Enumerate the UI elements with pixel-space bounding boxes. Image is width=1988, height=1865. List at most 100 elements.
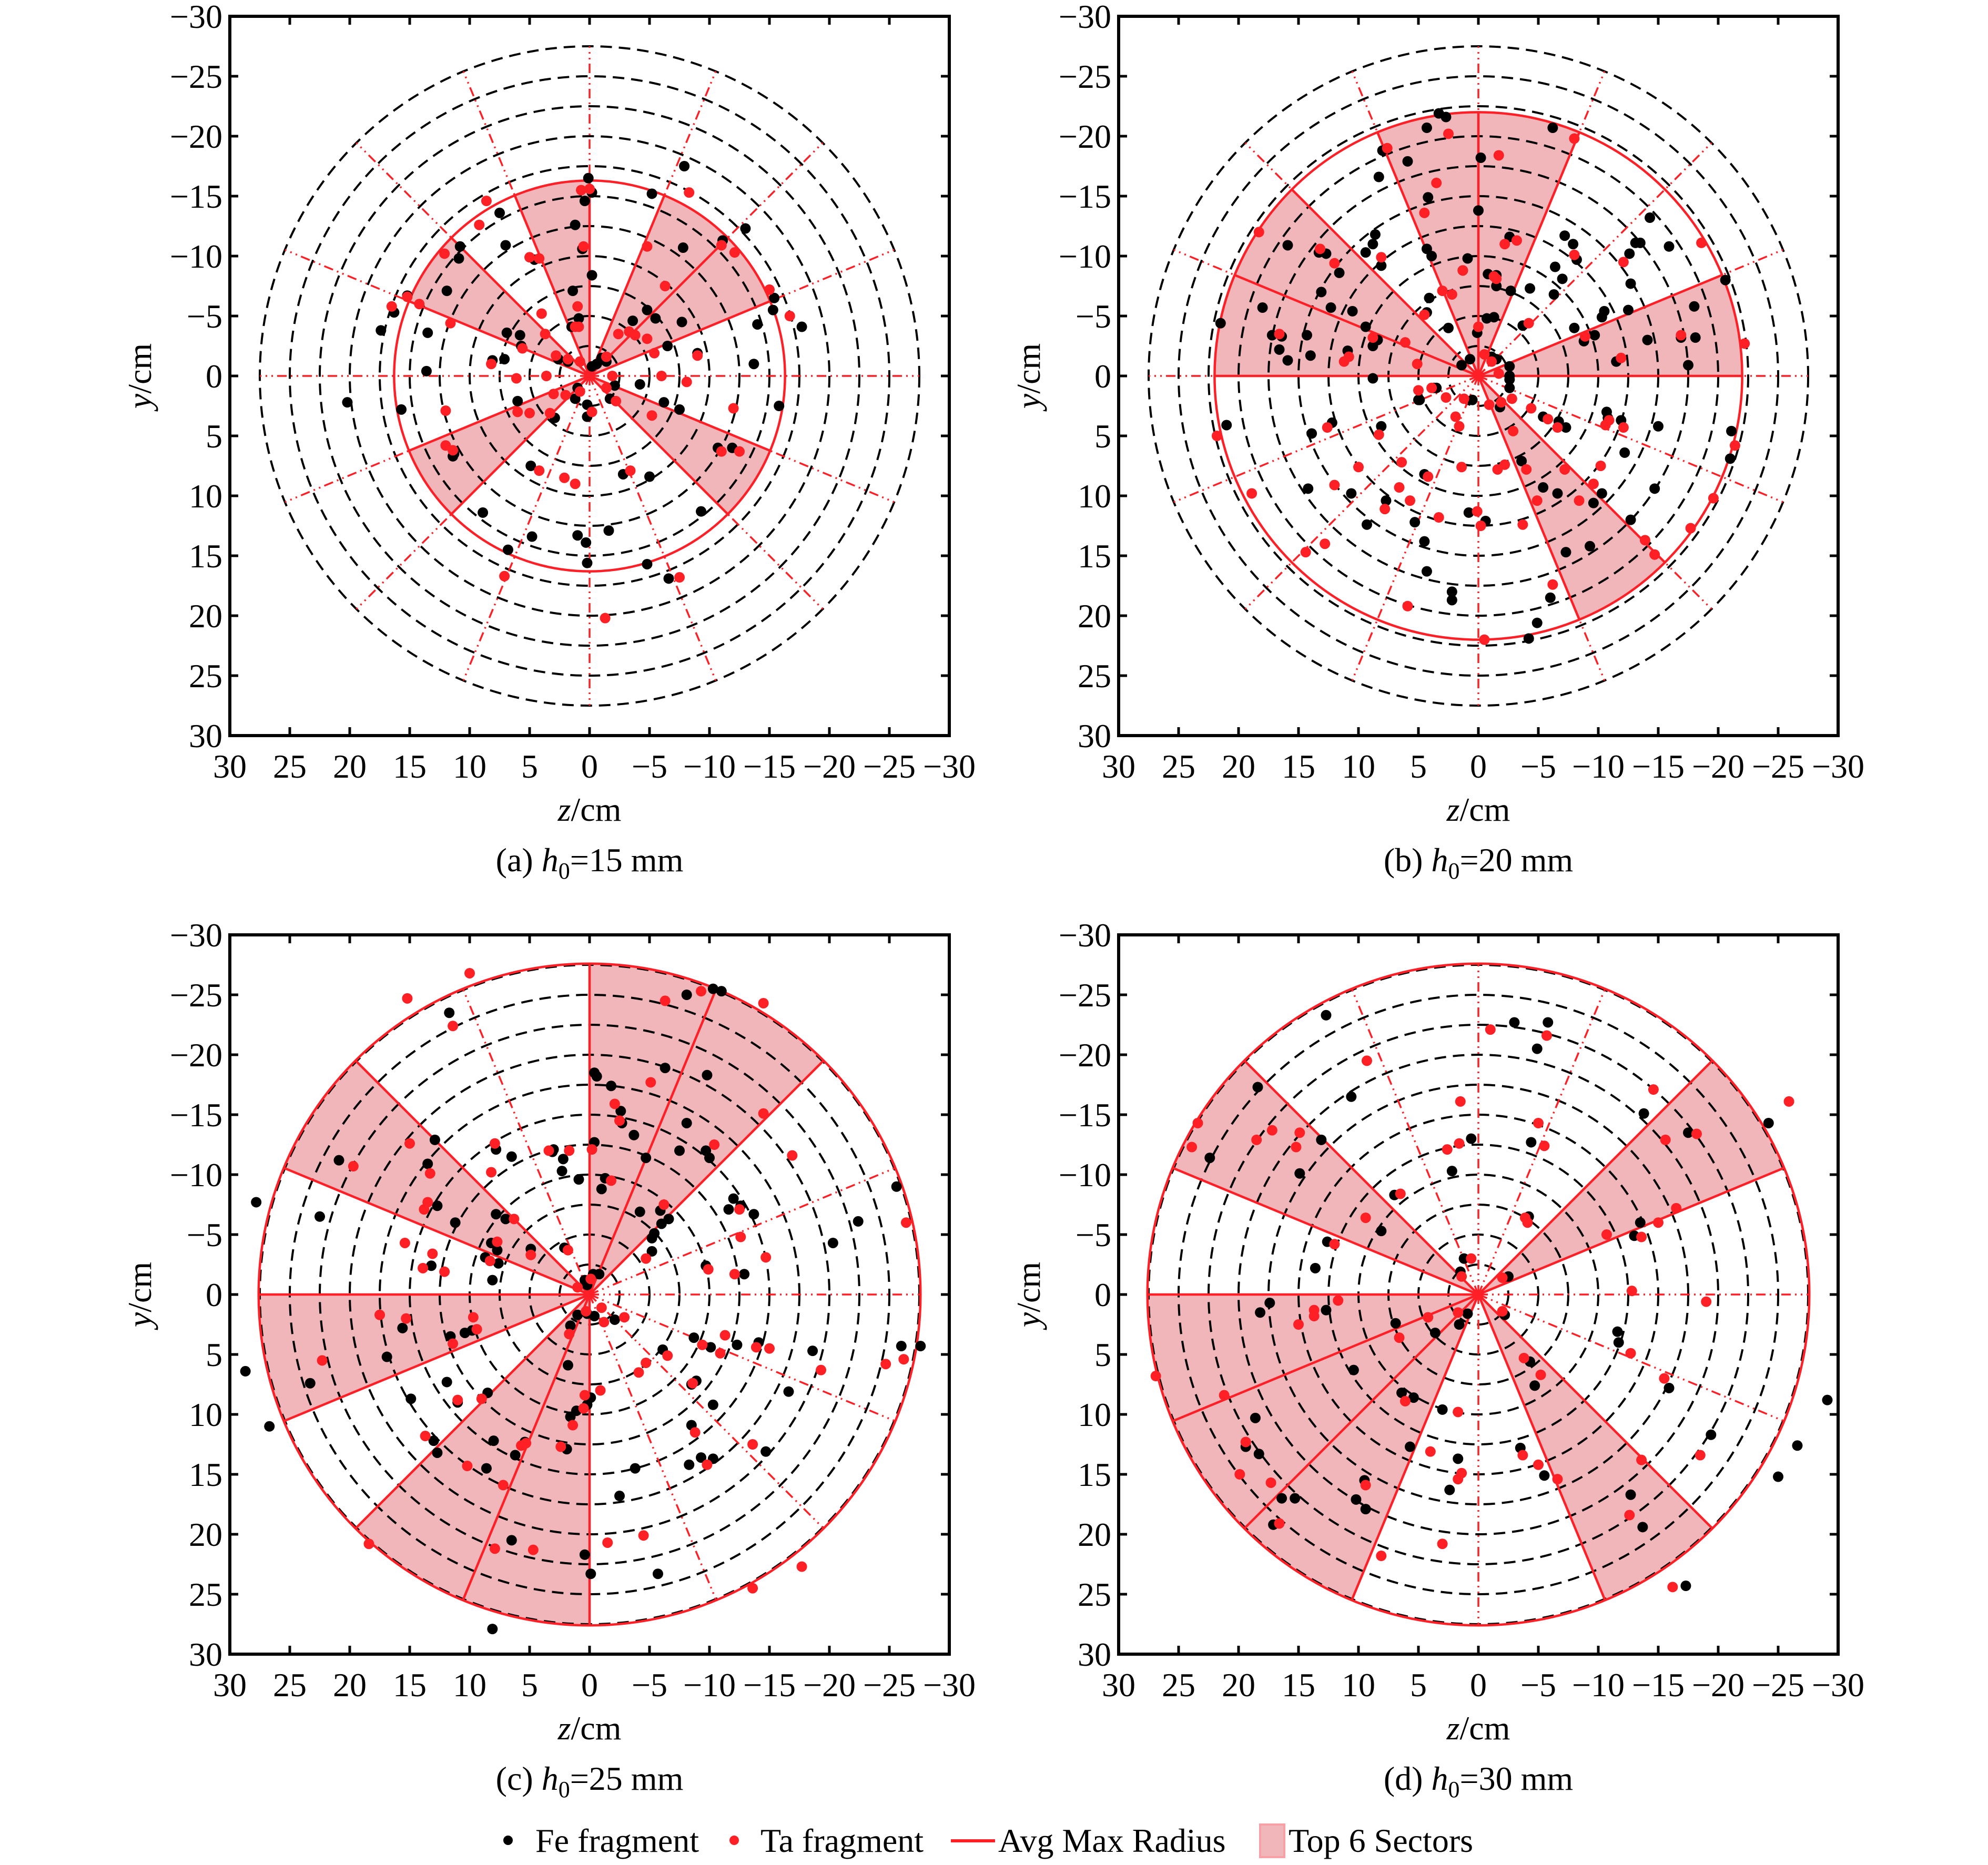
ta-fragment-point [1667, 1582, 1678, 1593]
y-axis-title: y/cm [1010, 343, 1047, 412]
fe-fragment-point [581, 537, 592, 548]
ta-fragment-point [1360, 1212, 1371, 1224]
ta-fragment-point [645, 1077, 656, 1088]
sector-edge-13 [283, 1167, 590, 1296]
top-sector-2 [1478, 1061, 1784, 1295]
ta-fragment-point [1526, 403, 1537, 414]
ta-fragment-point [613, 329, 624, 340]
ta-fragment-point [363, 1538, 374, 1550]
fe-fragment-point [676, 317, 687, 328]
fe-fragment-point [562, 1360, 573, 1371]
fe-fragment-point [1683, 1127, 1693, 1138]
x-tick-label: −20 [803, 748, 856, 785]
fe-fragment-point [1466, 1133, 1477, 1144]
fe-fragment-point [1462, 1308, 1473, 1319]
ta-fragment-point [642, 241, 653, 252]
fe-fragment-point [1543, 1017, 1554, 1028]
top-sector-11 [258, 1295, 590, 1421]
ta-fragment-point [1446, 289, 1457, 300]
y-tick-label: 30 [1078, 1636, 1111, 1673]
ta-fragment-point [642, 333, 653, 344]
fe-fragment-point [1264, 1297, 1275, 1308]
y-tick-label: −20 [170, 118, 222, 155]
ta-fragment-point [747, 1439, 758, 1450]
x-tick-label: 5 [521, 748, 538, 785]
x-tick-label: −5 [1520, 1666, 1556, 1704]
fe-fragment-point [1467, 394, 1478, 405]
ta-fragment-point [1294, 1127, 1305, 1138]
fe-fragment-point [767, 304, 778, 315]
x-tick-label: 0 [1470, 748, 1487, 785]
ta-fragment-point [536, 308, 547, 319]
ta-fragment-point [419, 1204, 430, 1215]
fe-fragment-point [1504, 361, 1515, 372]
ta-fragment-point [1604, 415, 1615, 426]
fe-fragment-point [1623, 304, 1634, 315]
fe-fragment-point [609, 1314, 620, 1325]
ta-fragment-point [1380, 504, 1391, 515]
ta-fragment-point [898, 1354, 909, 1365]
x-tick-label: 10 [1342, 1666, 1375, 1704]
ta-fragment-point [734, 1204, 745, 1215]
fe-fragment-point [441, 286, 452, 297]
fe-fragment-point [315, 1211, 325, 1222]
ta-fragment-point [1473, 321, 1484, 332]
ta-fragment-point [499, 570, 510, 582]
plot-area [1146, 962, 1833, 1627]
ta-fragment-point [348, 1161, 359, 1172]
ta-fragment-point [1518, 1352, 1529, 1363]
fe-fragment-point [572, 1309, 583, 1320]
fe-fragment-point [1255, 1307, 1266, 1318]
fe-fragment-point [492, 1245, 503, 1256]
fe-fragment-point [627, 315, 638, 327]
fe-fragment-point [1531, 617, 1543, 628]
ta-fragment-point [1382, 142, 1393, 154]
fe-fragment-point [723, 1204, 734, 1215]
ta-fragment-point [1491, 273, 1502, 284]
ta-fragment-point [614, 1115, 625, 1126]
fe-fragment-point [1625, 1489, 1636, 1500]
ta-fragment-point [534, 465, 545, 476]
ta-fragment-point [735, 1231, 746, 1242]
fe-fragment-point [493, 1258, 504, 1269]
ta-fragment-point [1543, 414, 1554, 425]
series-ta [1150, 1024, 1794, 1593]
ta-fragment-point [1399, 337, 1411, 348]
fe-fragment-point [422, 327, 433, 338]
ta-fragment-point [1402, 600, 1413, 612]
fe-fragment-point [1525, 283, 1536, 294]
ta-fragment-point [880, 1359, 891, 1370]
ta-fragment-point [317, 1355, 328, 1366]
ta-fragment-point [1649, 549, 1660, 560]
ta-fragment-point [1601, 1229, 1612, 1240]
sector-edge-3 [1478, 1167, 1785, 1296]
ta-fragment-point [1685, 523, 1696, 534]
y-tick-label: −20 [1059, 118, 1111, 155]
x-tick-label: −25 [1752, 748, 1804, 785]
spoke-1 [1477, 990, 1606, 1295]
fe-fragment-point [428, 1435, 439, 1446]
ta-fragment-point [1373, 429, 1384, 440]
fe-fragment-point [526, 531, 537, 542]
fe-fragment-point [1421, 566, 1432, 577]
ta-fragment-point [1696, 237, 1707, 248]
ta-fragment-point [702, 1459, 713, 1470]
chart-panel-c: 30 −30 25 −25 20 −20 15 −15 10 −10 5 −5 0 0 −5 5 −10 10 −1… [121, 916, 976, 1802]
y-tick-label: 10 [1078, 1396, 1111, 1433]
fe-fragment-point [606, 1081, 617, 1092]
y-tick-label: −15 [170, 178, 222, 215]
fe-fragment-point [525, 461, 536, 471]
fe-fragment-point [487, 1624, 498, 1635]
fe-fragment-point [1334, 267, 1345, 278]
ta-fragment-point [1624, 1510, 1635, 1521]
ta-fragment-point [595, 1385, 606, 1396]
fe-fragment-point [1424, 292, 1435, 303]
fe-fragment-point [591, 1071, 602, 1082]
ta-fragment-point [1547, 579, 1558, 590]
ta-fragment-point [586, 1144, 597, 1155]
y-tick-label: −25 [1059, 976, 1111, 1014]
ta-fragment-point [1499, 239, 1510, 250]
ta-fragment-point [796, 1561, 807, 1572]
ta-fragment-point [764, 1343, 775, 1354]
fe-fragment-point [1367, 341, 1378, 351]
